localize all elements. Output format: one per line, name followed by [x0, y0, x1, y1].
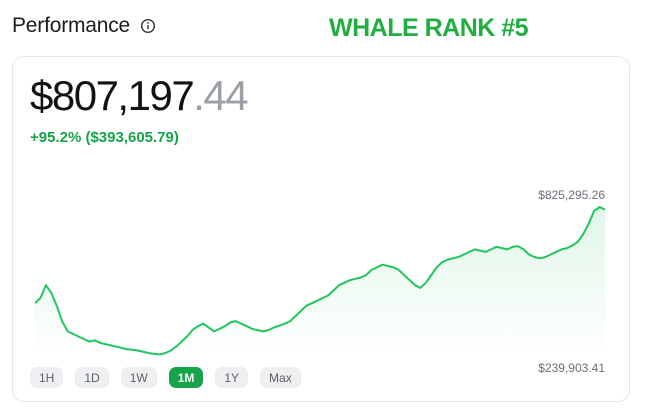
range-tab-1w[interactable]: 1W	[120, 367, 157, 388]
performance-card: $807,197.44 +95.2% ($393,605.79) $825,29…	[12, 56, 630, 402]
page-title: Performance	[12, 14, 131, 37]
range-tab-1m[interactable]: 1M	[168, 367, 204, 388]
range-tab-1y[interactable]: 1Y	[215, 367, 249, 388]
performance-change: +95.2% ($393,605.79)	[30, 129, 179, 146]
performance-chart	[34, 206, 606, 357]
performance-header: Performance	[12, 14, 156, 38]
chart-min-label: $239,903.41	[538, 361, 605, 375]
portfolio-value: $807,197.44	[30, 72, 249, 119]
whale-rank-label: WHALE RANK #5	[329, 14, 529, 42]
chart-line	[34, 206, 606, 356]
time-range-selector: 1H 1D 1W 1M 1Y Max	[30, 367, 301, 388]
portfolio-value-cents: .44	[193, 72, 248, 119]
chart-area-fill	[35, 207, 605, 357]
chart-max-label: $825,295.26	[538, 188, 605, 202]
range-tab-max[interactable]: Max	[260, 367, 301, 388]
info-icon[interactable]	[140, 18, 156, 34]
portfolio-value-main: $807,197	[30, 72, 195, 119]
range-tab-1d[interactable]: 1D	[75, 367, 109, 388]
range-tab-1h[interactable]: 1H	[30, 367, 64, 388]
